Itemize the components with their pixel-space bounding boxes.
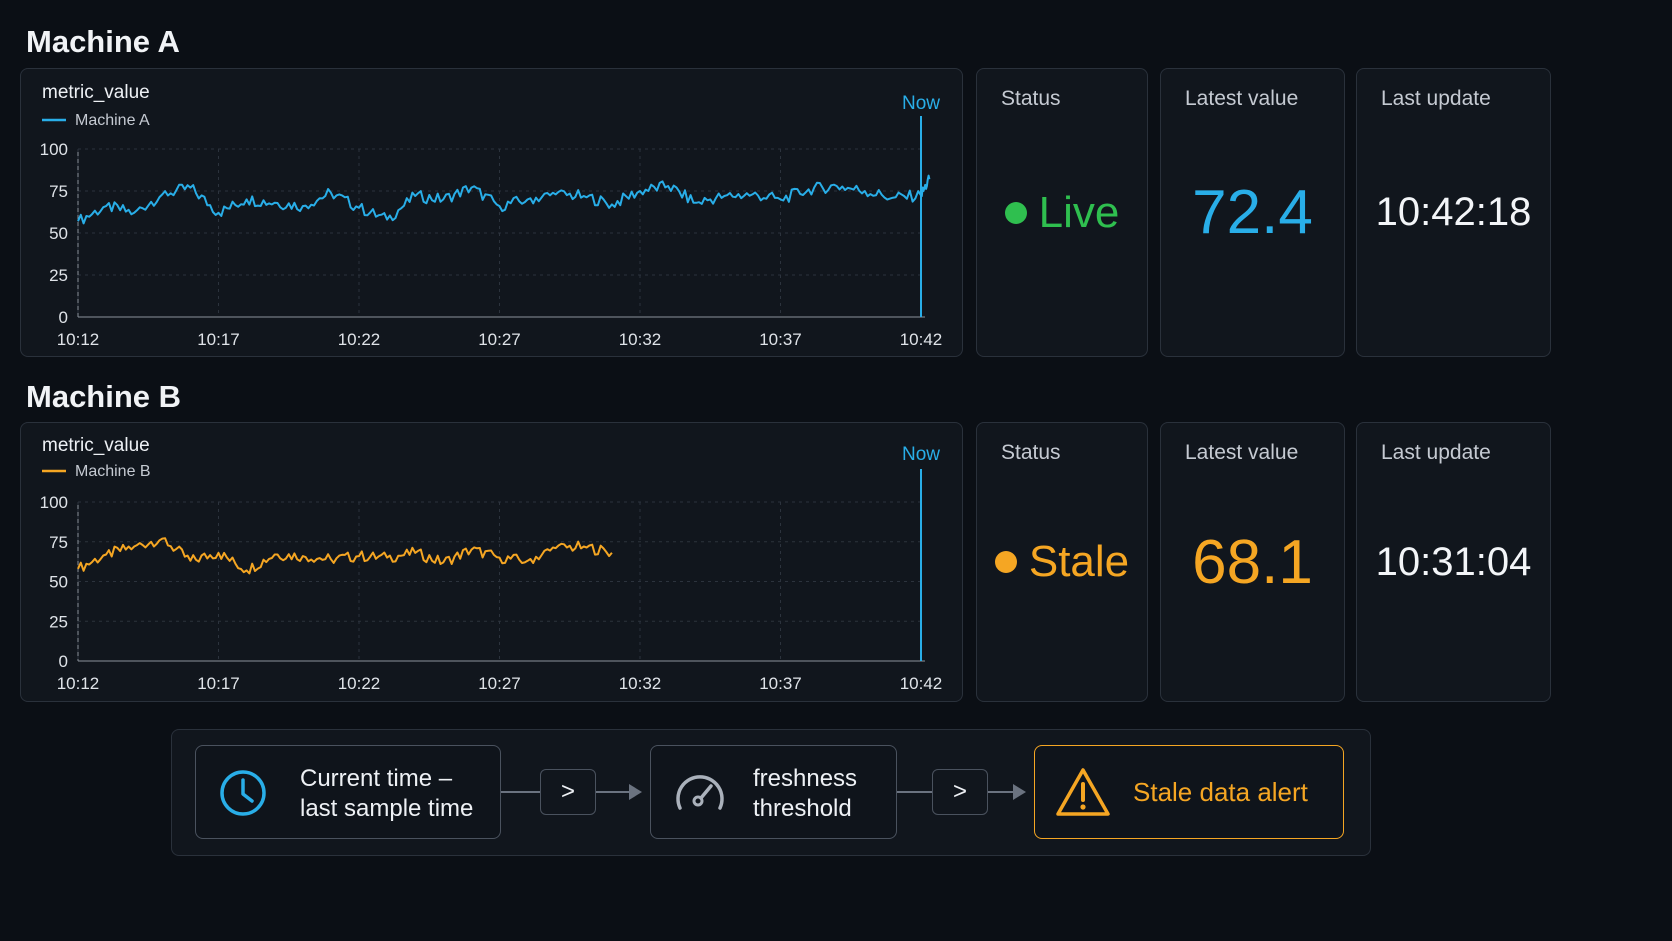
flow-connector xyxy=(897,791,933,793)
x-tick-label: 10:42 xyxy=(900,330,943,349)
flow-connector xyxy=(596,791,630,793)
machine-b-update-card: Last update 10:31:04 xyxy=(1356,422,1551,702)
y-tick-label: 100 xyxy=(40,493,68,512)
chart-title: metric_value xyxy=(42,435,150,456)
flow-step-time-diff-text: Current time – last sample time xyxy=(300,765,474,822)
last-update-value: 10:31:04 xyxy=(1375,539,1532,584)
y-tick-label: 75 xyxy=(49,533,68,552)
x-tick-label: 10:22 xyxy=(338,330,381,349)
x-tick-label: 10:27 xyxy=(478,674,521,693)
machine-a-chart: metric_value Machine A 0 25 50 75 100 10:12 10:1… xyxy=(40,82,943,349)
chart-title: metric_value xyxy=(42,82,150,103)
machine-a-title: Machine A xyxy=(26,24,180,59)
series-line xyxy=(77,174,931,225)
machine-a-chart-card: metric_value Machine A 0 25 50 75 100 10:12 10:1… xyxy=(20,68,963,357)
status-dot-icon xyxy=(994,551,1017,573)
arrow-right-icon xyxy=(629,784,642,800)
last-update-label: Last update xyxy=(1381,441,1491,464)
latest-value: 72.4 xyxy=(1192,178,1313,247)
y-tick-label: 100 xyxy=(40,140,68,159)
machine-b-latest-card: Latest value 68.1 xyxy=(1160,422,1345,702)
x-tick-label: 10:12 xyxy=(57,674,100,693)
y-tick-label: 50 xyxy=(49,573,68,592)
machine-a-status-card: Status Live xyxy=(976,68,1148,357)
y-tick-label: 25 xyxy=(49,266,68,285)
machine-b-title: Machine B xyxy=(26,379,182,414)
y-tick-label: 50 xyxy=(49,224,68,243)
status-dot-icon xyxy=(1004,201,1027,224)
x-tick-label: 10:37 xyxy=(759,674,802,693)
y-tick-label: 75 xyxy=(49,182,68,201)
x-tick-label: 10:27 xyxy=(478,330,521,349)
latest-value-label: Latest value xyxy=(1185,87,1299,110)
machine-b-chart-card: metric_value Machine B 0 25 50 75 100 10:12 10:1… xyxy=(20,422,963,702)
last-update-label: Last update xyxy=(1381,87,1491,110)
x-tick-label: 10:17 xyxy=(197,674,240,693)
status-value: Stale xyxy=(1028,537,1130,586)
x-tick-label: 10:12 xyxy=(57,330,100,349)
now-marker-label: Now xyxy=(902,93,940,114)
x-tick-label: 10:32 xyxy=(619,674,662,693)
y-tick-label: 25 xyxy=(49,612,68,631)
y-tick-label: 0 xyxy=(59,652,68,671)
flow-step-threshold-text: freshness threshold xyxy=(753,765,858,822)
flow-step-time-diff: Current time – last sample time xyxy=(195,745,501,839)
status-value: Live xyxy=(1038,187,1120,237)
stale-logic-panel: Current time – last sample time > freshn… xyxy=(171,729,1371,856)
legend-label: Machine B xyxy=(75,463,151,480)
x-tick-label: 10:42 xyxy=(900,674,943,693)
machine-a-latest-card: Latest value 72.4 xyxy=(1160,68,1345,357)
series-line xyxy=(77,537,613,575)
flow-connector xyxy=(501,791,541,793)
greater-than-operator: > xyxy=(932,769,988,815)
machine-a-update-card: Last update 10:42:18 xyxy=(1356,68,1551,357)
flow-step-threshold: freshness threshold xyxy=(650,745,897,839)
machine-b-status-card: Status Stale xyxy=(976,422,1148,702)
x-tick-label: 10:22 xyxy=(338,674,381,693)
x-tick-label: 10:32 xyxy=(619,330,662,349)
latest-value: 68.1 xyxy=(1192,527,1313,597)
now-marker-label: Now xyxy=(902,444,940,465)
x-tick-label: 10:37 xyxy=(759,330,802,349)
last-update-value: 10:42:18 xyxy=(1375,190,1532,234)
latest-value-label: Latest value xyxy=(1185,441,1299,464)
gauge-icon xyxy=(673,768,727,818)
y-tick-label: 0 xyxy=(59,308,68,327)
status-label: Status xyxy=(1001,441,1061,464)
status-label: Status xyxy=(1001,87,1061,110)
greater-than-operator: > xyxy=(540,769,596,815)
x-tick-label: 10:17 xyxy=(197,330,240,349)
warning-icon xyxy=(1055,766,1111,818)
legend-label: Machine A xyxy=(75,112,150,129)
machine-b-chart: metric_value Machine B 0 25 50 75 100 10:12 10:1… xyxy=(40,435,943,693)
arrow-right-icon xyxy=(1013,784,1026,800)
clock-icon xyxy=(218,768,268,818)
stale-data-alert-text: Stale data alert xyxy=(1133,777,1308,807)
flow-connector xyxy=(988,791,1014,793)
stale-data-alert: Stale data alert xyxy=(1034,745,1344,839)
